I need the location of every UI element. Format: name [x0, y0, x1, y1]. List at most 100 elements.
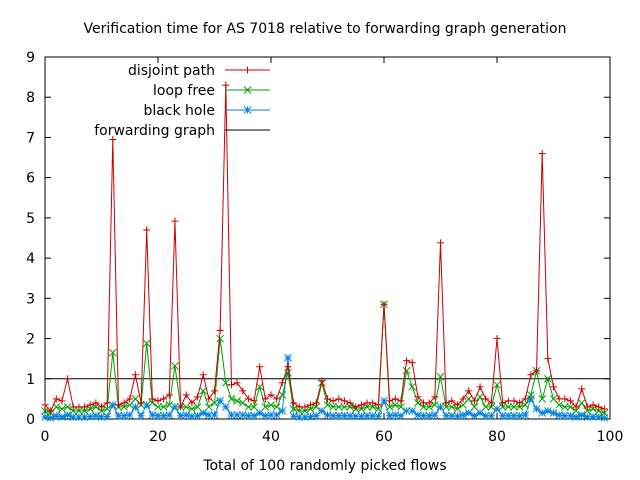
point-disjoint-path [160, 395, 168, 403]
point-disjoint-path [52, 395, 60, 403]
point-disjoint-path [544, 355, 552, 363]
point-disjoint-path [109, 135, 117, 143]
point-loop-free [216, 334, 225, 343]
point-disjoint-path [583, 403, 591, 411]
point-disjoint-path [154, 397, 162, 405]
legend-label: loop free [153, 83, 215, 99]
point-black-hole [430, 411, 439, 419]
point-disjoint-path [114, 401, 122, 409]
point-loop-free [397, 403, 405, 411]
point-disjoint-path [408, 359, 416, 367]
point-loop-free [385, 403, 394, 411]
point-disjoint-path [459, 395, 467, 403]
point-loop-free [374, 405, 383, 413]
point-disjoint-path [448, 397, 456, 405]
point-loop-free [301, 407, 309, 415]
point-disjoint-path [374, 401, 382, 409]
point-disjoint-path [482, 395, 490, 403]
point-loop-free [577, 399, 586, 407]
point-disjoint-path [103, 399, 111, 407]
point-loop-free [538, 395, 547, 403]
point-black-hole [278, 407, 287, 415]
series-disjoint-path [41, 81, 608, 415]
point-disjoint-path [442, 399, 450, 407]
y-tick-label: 9 [26, 50, 35, 66]
point-loop-free [193, 403, 202, 411]
point-disjoint-path [403, 357, 411, 365]
point-loop-free [199, 386, 208, 395]
point-loop-free [41, 407, 49, 415]
point-loop-free [515, 403, 524, 411]
point-disjoint-path [148, 395, 156, 403]
point-disjoint-path [335, 395, 343, 403]
point-loop-free [543, 374, 552, 383]
legend-swatch-marker [243, 106, 252, 114]
point-loop-free [261, 403, 270, 411]
point-disjoint-path [425, 399, 433, 407]
series-layer [41, 81, 610, 422]
point-black-hole [204, 411, 213, 419]
point-disjoint-path [58, 397, 66, 405]
x-tick-label: 40 [262, 429, 280, 445]
plot-frame [44, 56, 611, 420]
legend: disjoint path loop free black hole forwardi… [94, 63, 270, 139]
point-black-hole [538, 409, 547, 417]
point-loop-free [284, 368, 292, 377]
point-black-hole [137, 411, 145, 420]
point-disjoint-path [493, 335, 501, 343]
point-disjoint-path [510, 397, 518, 405]
point-disjoint-path [391, 395, 399, 403]
point-disjoint-path [81, 403, 89, 411]
x-tick-label: 100 [597, 429, 624, 445]
point-loop-free [75, 407, 83, 415]
point-loop-free [182, 403, 191, 411]
point-disjoint-path [595, 403, 603, 411]
legend-item-black-hole: black hole [143, 103, 270, 119]
point-loop-free [108, 348, 117, 357]
point-black-hole [487, 411, 496, 420]
point-loop-free [481, 403, 490, 411]
point-black-hole [131, 403, 140, 411]
point-black-hole [216, 397, 225, 405]
point-loop-free [487, 403, 496, 411]
point-disjoint-path [233, 379, 241, 387]
point-black-hole [397, 411, 405, 420]
point-loop-free [233, 397, 241, 405]
point-disjoint-path [340, 397, 348, 405]
legend-label: disjoint path [128, 63, 215, 79]
point-disjoint-path [380, 300, 388, 308]
point-loop-free [419, 403, 428, 411]
point-disjoint-path [352, 403, 360, 411]
point-loop-free [272, 403, 281, 411]
point-disjoint-path [312, 399, 320, 407]
point-loop-free [555, 401, 564, 409]
legend-item-forwarding-graph: forwarding graph [94, 123, 270, 139]
point-disjoint-path [386, 397, 394, 405]
point-black-hole [380, 397, 388, 405]
y-tick-label: 4 [26, 251, 35, 267]
point-loop-free [267, 401, 275, 409]
point-loop-free [340, 403, 349, 411]
point-disjoint-path [120, 399, 128, 407]
point-disjoint-path [165, 391, 173, 399]
point-loop-free [527, 391, 535, 399]
point-disjoint-path [307, 401, 315, 409]
point-loop-free [142, 339, 151, 348]
point-disjoint-path [538, 150, 546, 158]
point-disjoint-path [98, 403, 105, 411]
axis-ticks: 0 20 40 60 80 100 0 1 2 3 4 5 6 7 8 9 [26, 50, 623, 445]
x-tick-label: 20 [149, 429, 167, 445]
point-loop-free [566, 403, 575, 411]
point-loop-free [391, 401, 400, 409]
point-loop-free [329, 403, 338, 411]
y-tick-label: 2 [26, 332, 35, 348]
point-loop-free [425, 403, 434, 411]
point-black-hole [125, 411, 134, 419]
point-disjoint-path [250, 397, 258, 405]
y-tick-label: 6 [26, 171, 35, 187]
point-disjoint-path [600, 405, 608, 413]
x-tick-label: 80 [488, 429, 506, 445]
point-disjoint-path [329, 397, 337, 405]
legend-label: black hole [143, 103, 215, 119]
point-disjoint-path [267, 391, 275, 399]
